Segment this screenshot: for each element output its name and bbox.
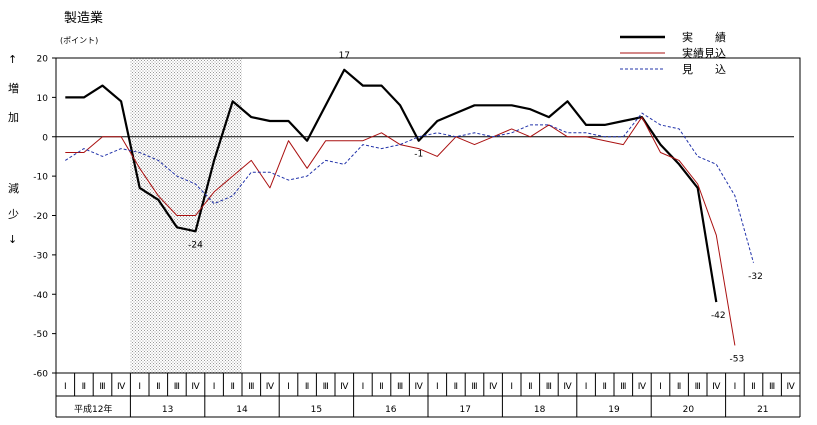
x-tick-label-quarter: Ⅲ (323, 382, 329, 392)
side-label-increase-1: 増 (8, 82, 19, 95)
data-label: -42 (711, 311, 726, 321)
x-tick-label-year: 18 (534, 405, 546, 415)
x-tick-label-quarter: Ⅱ (305, 382, 309, 392)
x-tick-label-quarter: Ⅳ (117, 382, 126, 392)
legend: 実 績 実績見込 見 込 (620, 30, 726, 76)
x-tick-label-quarter: Ⅲ (397, 382, 403, 392)
x-tick-label-quarter: Ⅰ (138, 382, 141, 392)
x-tick-label-quarter: Ⅳ (266, 382, 275, 392)
side-label-decrease-1: 減 (8, 181, 19, 195)
x-tick-label-year: 17 (459, 405, 470, 415)
x-tick-label-quarter: Ⅲ (99, 382, 105, 392)
x-tick-label-quarter: Ⅱ (156, 382, 160, 392)
x-tick-label-year: 15 (311, 405, 322, 415)
x-tick-label-quarter: Ⅰ (64, 382, 67, 392)
x-tick-label-quarter: Ⅳ (712, 382, 721, 392)
x-tick-label-quarter: Ⅰ (362, 382, 365, 392)
y-tick-label: -40 (33, 291, 48, 301)
x-tick-label-quarter: Ⅱ (379, 382, 383, 392)
x-tick-label-quarter: Ⅰ (287, 382, 290, 392)
x-tick-label-quarter: Ⅲ (546, 382, 552, 392)
x-tick-label-quarter: Ⅲ (471, 382, 477, 392)
y-tick-label: 20 (37, 55, 49, 65)
x-tick-label-quarter: Ⅱ (230, 382, 234, 392)
x-tick-label-quarter: Ⅱ (528, 382, 532, 392)
x-tick-label-year: 14 (236, 405, 248, 415)
side-label-down-arrow: ↓ (8, 233, 17, 246)
x-tick-label-quarter: Ⅰ (213, 382, 216, 392)
y-tick-label: -20 (33, 212, 48, 222)
y-tick-label: -50 (33, 330, 48, 340)
unit-label: (ポイント) (60, 36, 98, 45)
x-tick-label-quarter: Ⅲ (769, 382, 775, 392)
chart-title: 製造業 (64, 10, 103, 26)
y-tick-label: -30 (33, 251, 48, 261)
side-label-decrease-2: 少 (8, 208, 19, 221)
side-label-increase-2: 加 (8, 111, 19, 124)
y-tick-label: -60 (33, 370, 48, 380)
x-tick-label-quarter: Ⅰ (734, 382, 737, 392)
x-tick-label-quarter: Ⅳ (638, 382, 647, 392)
side-label-up-arrow: ↑ (8, 53, 17, 66)
legend-label-estimate: 実績見込 (682, 46, 726, 60)
x-tick-label-quarter: Ⅳ (489, 382, 498, 392)
x-tick-label-quarter: Ⅲ (620, 382, 626, 392)
x-tick-label-quarter: Ⅰ (659, 382, 662, 392)
x-tick-label-year: 13 (162, 405, 173, 415)
x-tick-label-quarter: Ⅳ (787, 382, 796, 392)
y-tick-label: 10 (37, 94, 49, 104)
x-tick-label-quarter: Ⅳ (340, 382, 349, 392)
data-label: -53 (730, 354, 745, 364)
data-label: 17 (339, 51, 350, 61)
x-tick-label-quarter: Ⅰ (510, 382, 513, 392)
x-tick-label-year: 21 (757, 405, 768, 415)
x-tick-label-quarter: Ⅱ (602, 382, 606, 392)
data-label: -1 (414, 150, 423, 160)
x-tick-label-quarter: Ⅲ (695, 382, 701, 392)
x-tick-label-quarter: Ⅳ (415, 382, 424, 392)
x-tick-label-quarter: Ⅲ (174, 382, 180, 392)
x-tick-label-year: 19 (608, 405, 620, 415)
x-tick-label-year: 16 (385, 405, 397, 415)
y-tick-label: 0 (42, 133, 48, 143)
x-tick-label-quarter: Ⅳ (191, 382, 200, 392)
series-line-actual (65, 68, 718, 303)
x-tick-label-quarter: Ⅲ (248, 382, 254, 392)
x-tick-label-quarter: Ⅰ (585, 382, 588, 392)
y-tick-label: -10 (33, 173, 48, 183)
data-label: -32 (748, 272, 763, 282)
x-tick-label-quarter: Ⅳ (563, 382, 572, 392)
x-tick-label-quarter: Ⅱ (677, 382, 681, 392)
series-line-forecast (65, 112, 754, 263)
legend-label-actual: 実 績 (682, 30, 726, 44)
x-tick-label-year: 20 (683, 405, 695, 415)
x-tick-label-quarter: Ⅱ (454, 382, 458, 392)
legend-label-forecast: 見 込 (682, 63, 726, 76)
x-tick-label-quarter: Ⅱ (751, 382, 755, 392)
x-tick-label-year: 平成12年 (74, 403, 112, 415)
x-tick-label-quarter: Ⅱ (82, 382, 86, 392)
series-line-estimate (65, 116, 736, 346)
x-tick-label-quarter: Ⅰ (436, 382, 439, 392)
data-label: -24 (188, 240, 203, 250)
